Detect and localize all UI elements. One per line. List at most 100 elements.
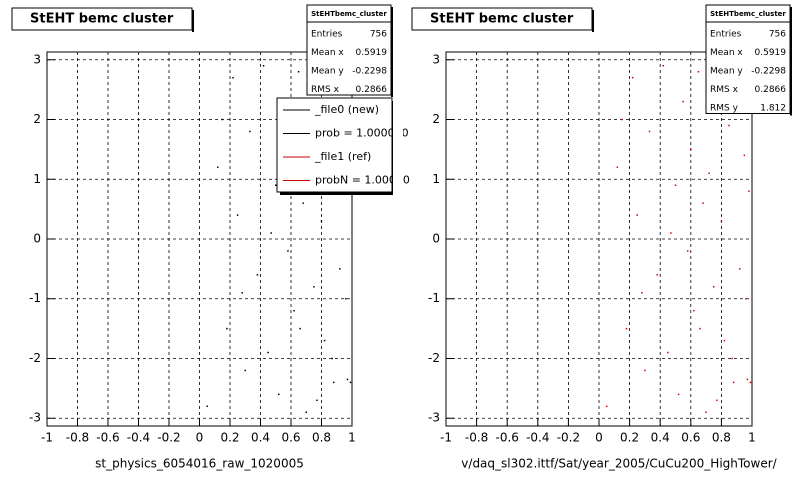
stats-value: -0.2298	[352, 67, 387, 77]
point	[232, 76, 234, 79]
y-tick-label: -3	[29, 411, 41, 425]
x-tick-label: 0	[595, 431, 603, 445]
point	[332, 381, 335, 384]
point	[702, 202, 704, 204]
x-tick-label: 1	[748, 431, 756, 445]
point	[339, 268, 341, 270]
stats-label: Mean y	[311, 67, 344, 77]
point	[656, 274, 658, 276]
stats-label: Entries	[311, 30, 343, 40]
point	[644, 369, 646, 372]
point	[278, 393, 280, 396]
stats-label: Mean x	[710, 48, 743, 58]
x-tick-label: -0.2	[557, 431, 580, 445]
canvas-clip	[393, 95, 403, 195]
x-tick-label: 0.4	[251, 431, 270, 445]
legend-label: _file0 (new)	[314, 103, 379, 116]
point	[697, 70, 700, 73]
point	[693, 309, 695, 312]
point	[616, 166, 619, 169]
point	[313, 286, 315, 288]
point	[262, 64, 265, 67]
stats-label: Mean x	[311, 48, 344, 58]
stats-title: StEHTbemc_cluster	[311, 10, 387, 18]
y-tick-label: 3	[432, 52, 440, 66]
point	[206, 405, 208, 408]
x-tick-label: 1	[348, 431, 356, 445]
y-tick-label: -2	[29, 351, 41, 365]
x-tick-label: -0.4	[127, 431, 150, 445]
point	[305, 411, 307, 414]
stats-value: 0.2866	[755, 85, 787, 95]
chart-title: StEHT bemc cluster	[30, 12, 174, 27]
y-tick-label: -1	[428, 291, 440, 305]
point	[720, 220, 723, 222]
stats-value: 756	[370, 30, 387, 40]
x-tick-label: -1	[41, 431, 53, 445]
point	[316, 399, 318, 402]
point	[270, 232, 272, 234]
point	[648, 130, 651, 133]
y-tick-label: 0	[432, 232, 440, 246]
point	[346, 378, 349, 381]
point	[244, 369, 246, 372]
point	[662, 64, 665, 67]
point	[331, 357, 333, 360]
x-tick-label: 0	[196, 431, 204, 445]
legend-label: _file1 (ref)	[314, 150, 371, 163]
x-tick-label: 0.2	[220, 431, 239, 445]
point	[349, 381, 352, 384]
point	[746, 378, 749, 381]
y-tick-label: 1	[33, 172, 41, 186]
y-tick-label: 1	[432, 172, 440, 186]
point	[621, 118, 623, 121]
x-tick-label: 0.4	[651, 431, 670, 445]
stats-title: StEHTbemc_cluster	[710, 10, 786, 18]
stats-value: -0.2298	[751, 67, 786, 77]
point	[667, 351, 669, 354]
stats-label: Entries	[710, 30, 742, 40]
point	[670, 232, 672, 234]
panel: -1 -0.8 -0.6 -0.4 -0.2 0 0.2 0.4 0.6 0.8 1 -3 -2 -1 0 1…	[11, 7, 356, 471]
point	[749, 381, 752, 384]
stats-shadow	[790, 7, 792, 116]
x-tick-label: 0.6	[281, 431, 300, 445]
point	[636, 214, 638, 216]
point	[236, 214, 239, 216]
stats-value: 1.812	[760, 104, 786, 114]
point	[699, 327, 701, 330]
point	[713, 286, 715, 288]
y-tick-label: 2	[432, 112, 440, 126]
x-tick-label: -0.4	[526, 431, 549, 445]
point	[275, 184, 277, 186]
y-tick-label: 2	[33, 112, 41, 126]
point	[716, 399, 718, 402]
point	[256, 274, 259, 276]
point	[677, 393, 680, 396]
stats-box	[705, 4, 791, 114]
y-tick-label: -3	[428, 411, 440, 425]
point	[682, 100, 684, 103]
stats-label: RMS x	[710, 85, 739, 95]
point	[705, 411, 707, 414]
title-shadow	[592, 10, 594, 32]
point	[267, 351, 269, 354]
point	[345, 297, 347, 300]
point	[241, 292, 243, 294]
stats-value: 0.5919	[356, 48, 388, 58]
y-tick-label: 3	[33, 52, 41, 66]
point	[217, 166, 219, 169]
legend-box	[276, 97, 393, 193]
point	[732, 381, 735, 384]
point	[745, 297, 747, 300]
x-axis-label: st_physics_6054016_raw_1020005	[95, 457, 304, 471]
x-tick-label: -0.2	[157, 431, 180, 445]
point	[221, 118, 224, 121]
x-tick-label: -0.8	[66, 431, 89, 445]
y-tick-label: -2	[428, 351, 440, 365]
point	[226, 327, 228, 330]
x-tick-label: -0.8	[465, 431, 488, 445]
point	[625, 327, 628, 330]
y-tick-label: 0	[33, 232, 41, 246]
